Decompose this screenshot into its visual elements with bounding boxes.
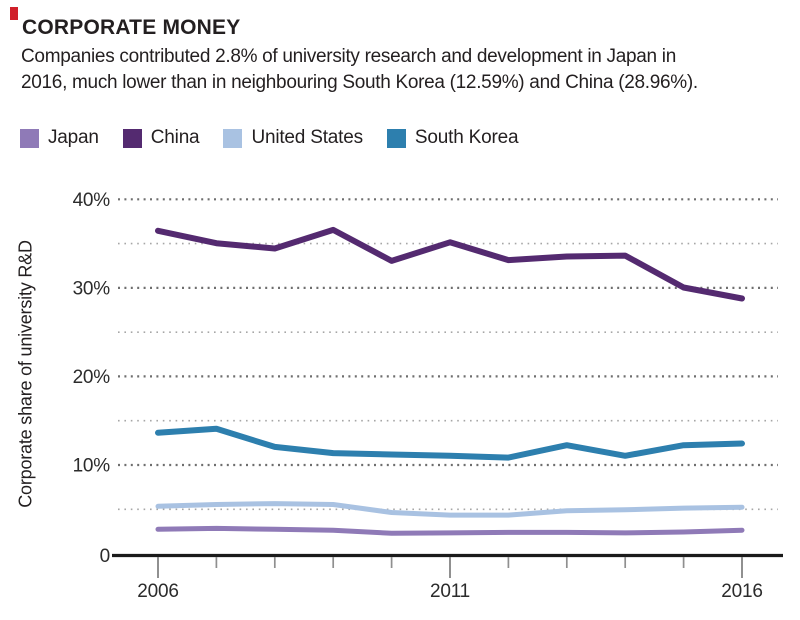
y-tick-label-30: 30% — [73, 279, 111, 300]
y-tick-label-20: 20% — [73, 367, 111, 388]
subtitle-line-1: Companies contributed 2.8% of university… — [21, 46, 676, 67]
gridlines-major — [118, 198, 778, 467]
line-united-states — [155, 501, 745, 518]
legend-label-japan: Japan — [48, 127, 99, 148]
chart-subtitle: Companies contributed 2.8% of university… — [21, 44, 698, 96]
legend-item-japan: Japan — [20, 127, 99, 149]
line-japan — [155, 525, 745, 536]
legend-label-united-states: United States — [251, 127, 363, 148]
legend-label-china: China — [150, 127, 200, 148]
x-tick-label-2011: 2011 — [430, 581, 470, 602]
japan-swatch — [20, 128, 39, 148]
china-swatch — [122, 128, 142, 148]
united-states-swatch — [223, 128, 243, 148]
y-tick-label-0: 0 — [100, 546, 110, 567]
y-tick-label-10: 10% — [73, 456, 111, 477]
x-tick-labels: 2006 2011 2016 — [137, 581, 763, 602]
red-kicker-mark — [10, 7, 18, 20]
subtitle-line-2: 2016, much lower than in neighbouring So… — [21, 72, 698, 93]
line-south-korea — [155, 425, 745, 461]
x-ticks — [157, 557, 743, 578]
south-korea-swatch — [386, 128, 406, 148]
legend-item-united-states: United States — [223, 127, 363, 149]
chart-title: CORPORATE MONEY — [22, 16, 241, 39]
line-china — [155, 226, 745, 302]
legend-item-south-korea: South Korea — [386, 127, 519, 149]
x-tick-label-2006: 2006 — [137, 581, 178, 602]
legend: Japan China United States South Korea — [20, 127, 542, 149]
y-tick-label-40: 40% — [73, 190, 111, 211]
legend-label-south-korea: South Korea — [414, 127, 519, 148]
legend-item-china: China — [122, 127, 200, 149]
x-tick-label-2016: 2016 — [721, 581, 762, 602]
y-tick-labels: 40% 30% 20% 10% 0 — [73, 190, 111, 567]
